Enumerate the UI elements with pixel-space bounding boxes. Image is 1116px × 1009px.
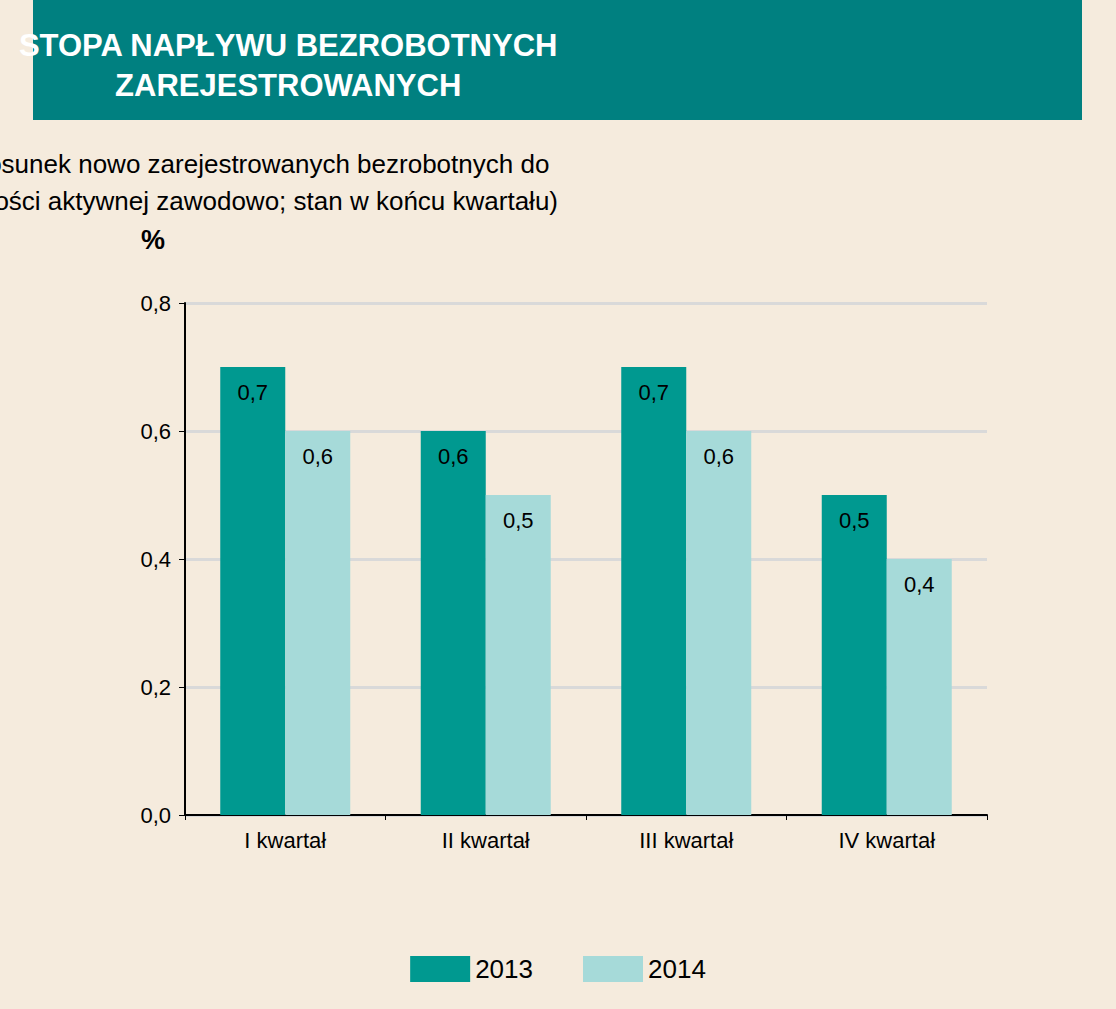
svg-text:II kwartał: II kwartał <box>442 828 530 853</box>
svg-text:IV kwartał: IV kwartał <box>838 828 935 853</box>
svg-text:0,5: 0,5 <box>839 508 870 533</box>
svg-text:%: % <box>141 225 165 255</box>
svg-text:III kwartał: III kwartał <box>639 828 733 853</box>
svg-text:I kwartał: I kwartał <box>244 828 326 853</box>
svg-text:2014: 2014 <box>648 954 706 984</box>
svg-text:0,8: 0,8 <box>140 291 171 316</box>
svg-text:0,0: 0,0 <box>140 803 171 828</box>
svg-text:0,6: 0,6 <box>302 444 333 469</box>
svg-text:0,6: 0,6 <box>703 444 734 469</box>
svg-text:0,4: 0,4 <box>904 572 935 597</box>
svg-text:ludności aktywnej zawodowo; st: ludności aktywnej zawodowo; stan w końcu… <box>0 186 558 216</box>
svg-text:0,5: 0,5 <box>503 508 534 533</box>
svg-text:(Stosunek nowo zarejestrowanyc: (Stosunek nowo zarejestrowanych bezrobot… <box>0 149 549 179</box>
svg-text:ZAREJESTROWANYCH: ZAREJESTROWANYCH <box>115 68 461 103</box>
svg-text:0,4: 0,4 <box>140 547 171 572</box>
svg-text:0,2: 0,2 <box>140 675 171 700</box>
svg-text:0,6: 0,6 <box>140 419 171 444</box>
svg-text:STOPA NAPŁYWU BEZROBOTNYCH: STOPA NAPŁYWU BEZROBOTNYCH <box>19 28 558 63</box>
svg-text:0,7: 0,7 <box>638 380 669 405</box>
svg-text:0,6: 0,6 <box>438 444 469 469</box>
svg-text:0,7: 0,7 <box>237 380 268 405</box>
svg-text:2013: 2013 <box>475 954 533 984</box>
